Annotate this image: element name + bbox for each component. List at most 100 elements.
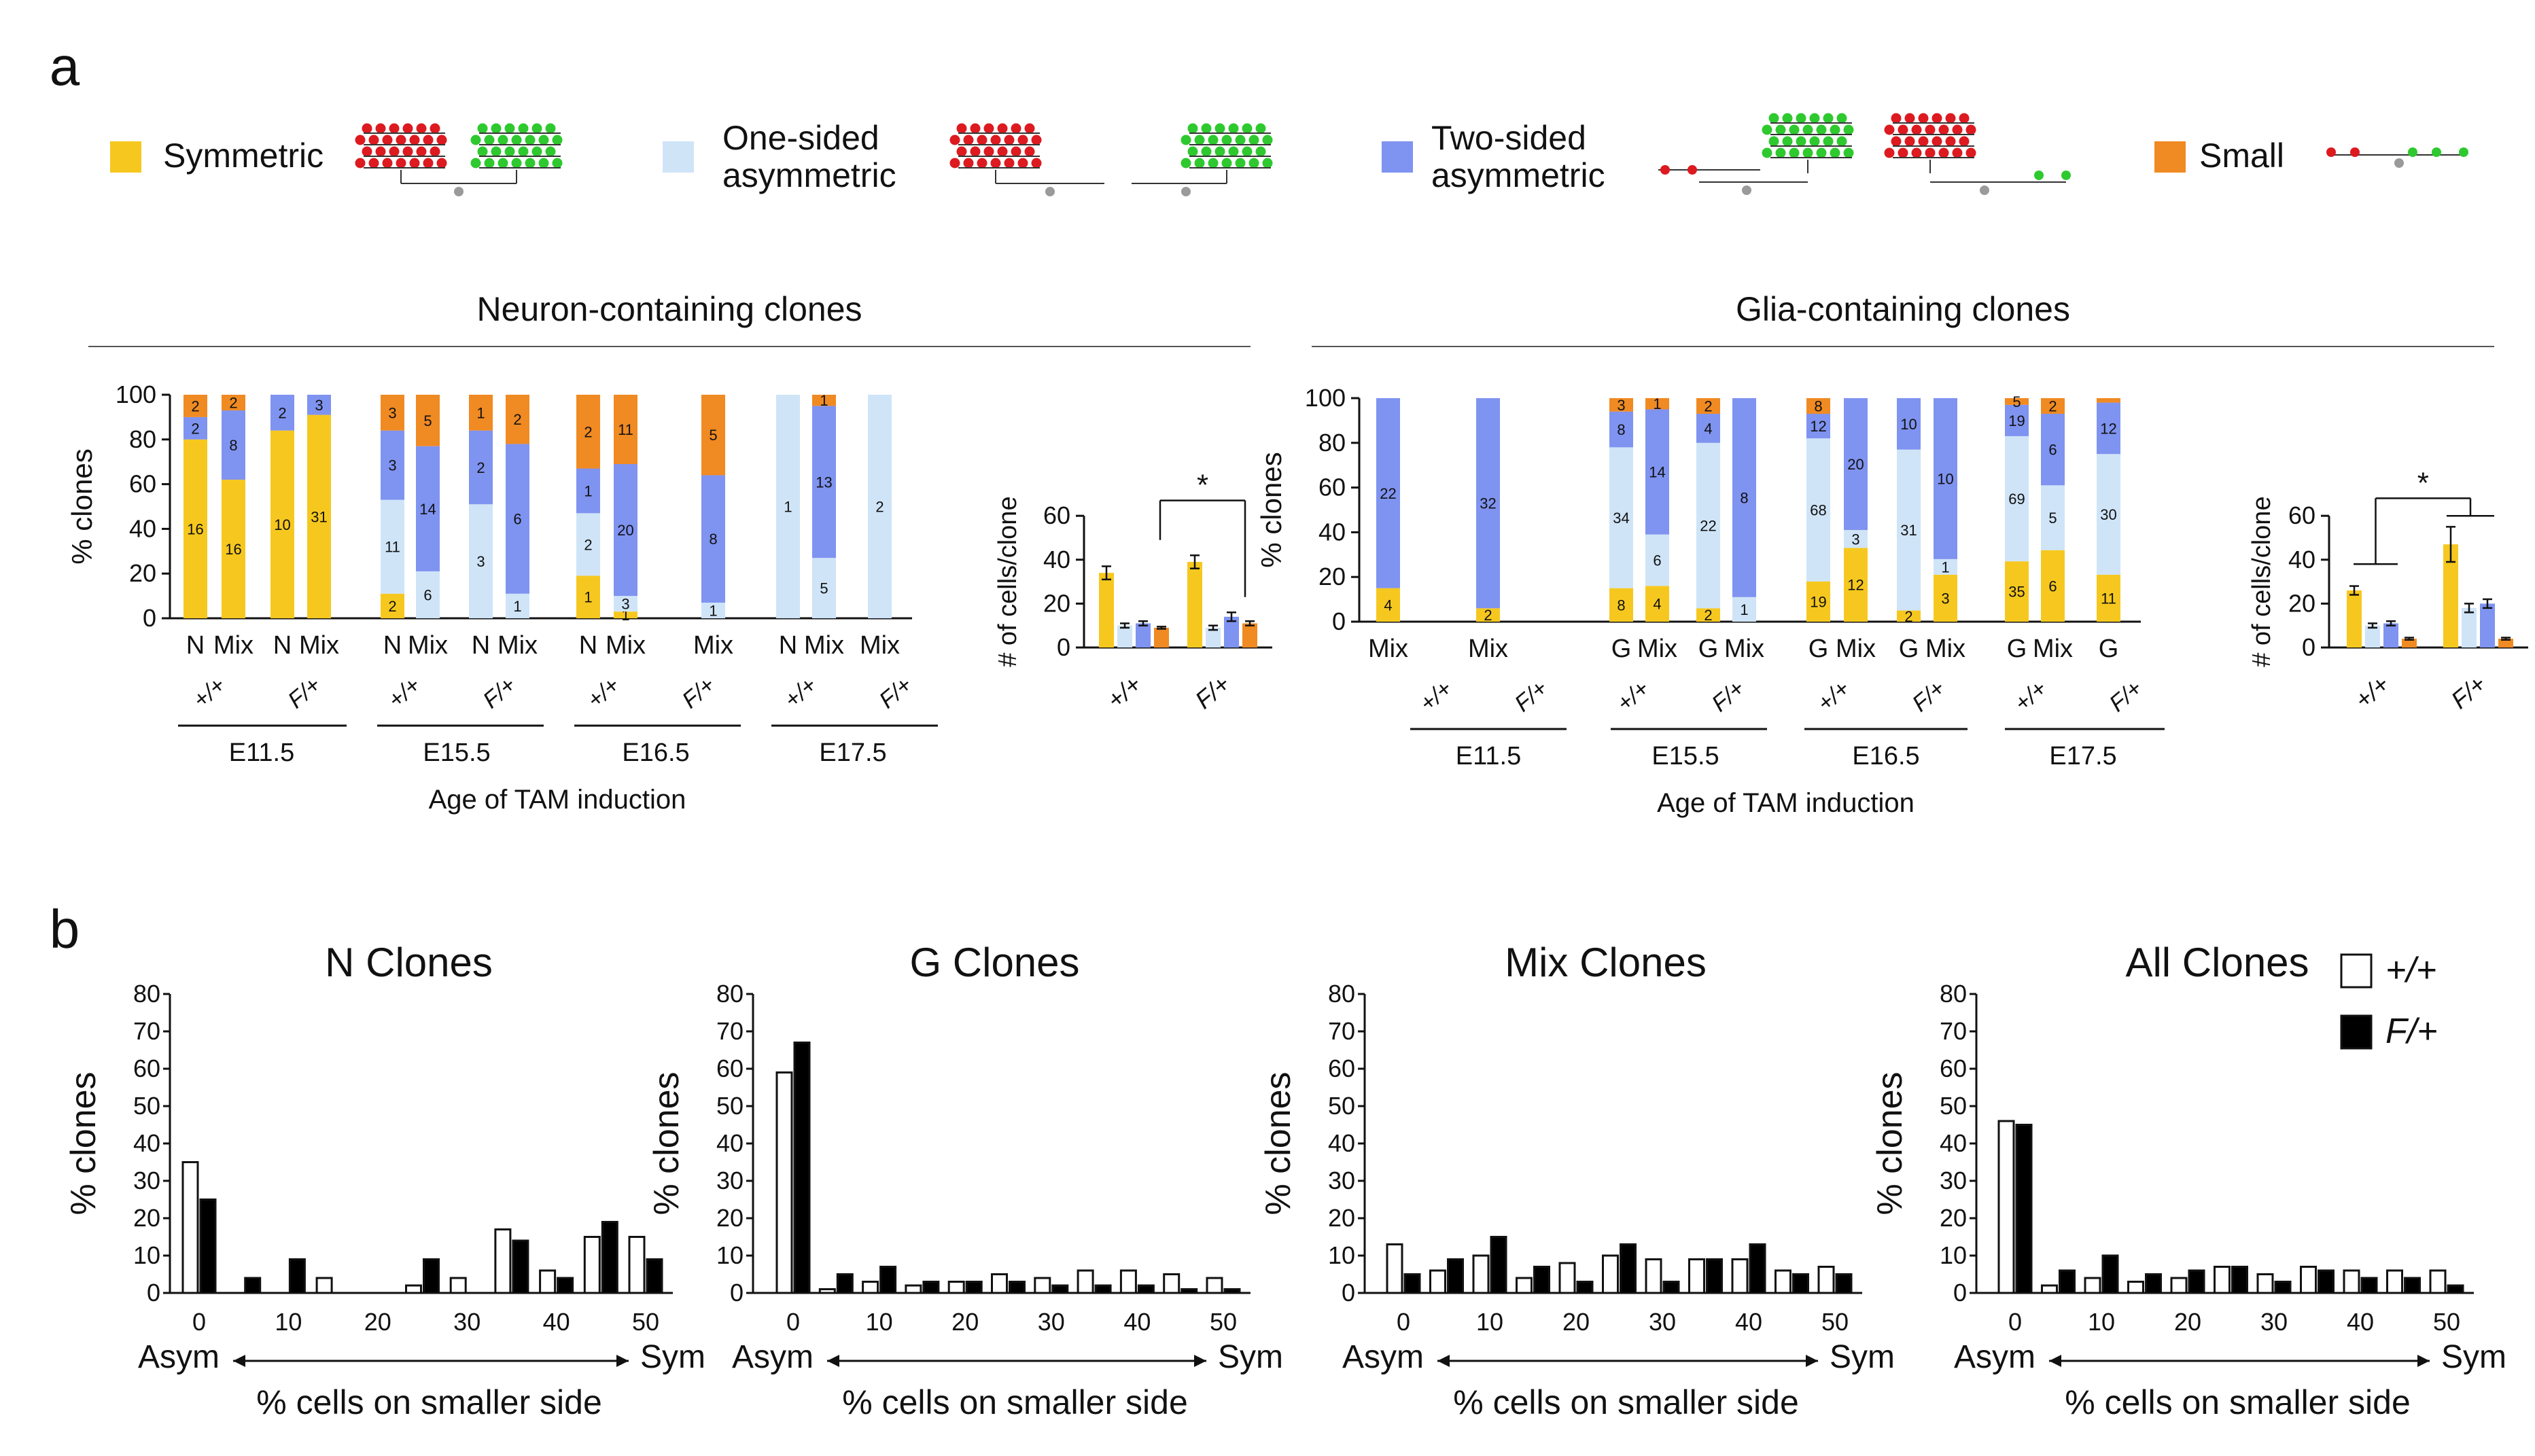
clone-cell-dot [1904,113,1915,124]
clone-cell-dot [436,158,447,168]
clone-cell-dot [956,146,967,157]
hist-bar-wildtype [2256,1273,2274,1294]
clone-cell-dot [375,123,386,134]
bar-segment-label: 3 [315,397,323,414]
clone-cell-dot [538,158,549,168]
clone-cell-dot [963,158,974,168]
x-left-label: Asym [1342,1339,1424,1375]
clone-cell-dot [1201,123,1212,134]
hist-bar-wildtype [2300,1266,2317,1294]
hist-bar-wildtype [2084,1277,2101,1294]
clone-cell-dot [1830,147,1840,158]
bar-segment-label: 10 [1937,470,1953,487]
clone-cell-dot [504,123,515,134]
x-tick-label: 10 [2088,1308,2115,1336]
bar-segment-symmetric [381,593,404,618]
arrow-head-left [827,1355,839,1367]
clone-cell-dot [1262,135,1273,145]
y-axis-label: % clones [64,1072,103,1215]
legend-swatch-one_sided [663,141,694,173]
clone-cell-dot [1228,123,1239,134]
legend-swatch-two_sided [1382,141,1413,173]
bar-segment-two_sided [416,446,440,571]
hist-bar-mutant [1403,1273,1421,1294]
y-tick-label: 60 [716,1054,744,1082]
hist-bar-wildtype [1429,1269,1446,1294]
bar-segment-label: 12 [2100,420,2116,437]
x-right-label: Sym [1218,1339,1283,1375]
bar-segment-small [1609,398,1633,412]
bar-segment-one_sided [2041,485,2065,550]
clone-cell-dot [1235,135,1246,145]
hist-bar-mutant [2318,1269,2335,1294]
bar-segment-two_sided [1844,398,1868,531]
bar-segment-label: 2 [278,404,286,421]
clone-cell-dot [949,135,960,145]
bar-segment-label: 68 [1810,502,1826,519]
bar-segment-small [416,395,440,446]
clone-cell-dot [497,135,508,145]
bar-segment-label: 12 [1810,418,1826,435]
clone-cell-dot [1796,136,1806,147]
x-tick-label: 10 [275,1308,302,1336]
legend-tree-two_sided [1658,113,2071,195]
hist-bar-mutant [2274,1281,2292,1294]
clone-cell-dot [1938,124,1949,135]
bar-type-label: Mix [213,631,254,660]
bar-segment-label: 2 [584,423,592,440]
bar-segment-label: 16 [225,541,241,558]
bar-segment-label: 14 [419,501,436,518]
bar-segment-label: 20 [617,522,633,539]
bar-segment-label: 6 [513,511,521,528]
clone-cell-dot [402,146,413,157]
bar-segment-label: 2 [476,459,485,476]
bar-segment-small [222,395,245,411]
bar-segment-label: 1 [1653,395,1661,412]
bar-type-label: G [1899,635,1919,663]
bar-segment-one_sided [701,602,725,618]
stacked-bar: 18 [1732,398,1756,622]
clone-cell-dot [552,158,563,168]
hist-bar-wildtype [1645,1258,1662,1294]
hist-bar-wildtype [583,1236,601,1294]
y-tick-label: 30 [716,1167,744,1194]
clone-cell-dot [963,135,974,145]
stacked-bar: 6 5 6 2 [2041,398,2065,622]
tree-root [1045,187,1055,196]
bar-type-label: Mix [299,631,339,660]
bar-segment-label: 2 [191,420,199,437]
arrow-head-left [1437,1355,1450,1367]
clone-cell-dot [2061,171,2071,180]
bar-segment-two_sided [469,430,493,505]
clone-cell-dot [1836,113,1847,124]
hist-bar-mutant [922,1281,940,1294]
bar-segment-one_sided [1732,597,1756,622]
hist-bar-mutant [557,1277,574,1294]
stacked-bar: 3 1 10 [1934,398,1957,622]
hist-bar-mutant [1620,1243,1637,1294]
y-tick-label: 20 [1328,1204,1355,1232]
bar-segment-label: 1 [1740,601,1748,618]
clone-cell-dot [477,123,488,134]
clone-cell-dot [1214,123,1225,134]
bar-segment-one_sided [1645,534,1669,586]
legend-label-one_sided-line1: One-sided [722,119,879,157]
clone-cell-dot [1891,113,1902,124]
clone-cell-dot [977,158,987,168]
hist-bar-mutant [512,1239,529,1294]
genotype-label: F/+ [678,672,720,713]
clone-cell-dot [511,135,522,145]
hist-bar-mutant [1533,1266,1550,1294]
bar-segment-one_sided [812,558,836,618]
x-left-label: Asym [138,1339,220,1375]
bar-segment-one_sided [1806,438,1830,582]
clone-cell-dot [1255,146,1266,157]
clone-cell-dot [497,158,508,168]
bar-segment-label: 8 [1814,398,1822,415]
hist-bar-mutant [793,1042,811,1294]
hist-bar-mutant [1223,1288,1241,1294]
legend-tree-one_sided [949,123,1273,196]
clone-cell-dot [956,123,967,134]
panel-label-b: b [50,899,80,959]
clone-cell-dot [1823,136,1834,147]
